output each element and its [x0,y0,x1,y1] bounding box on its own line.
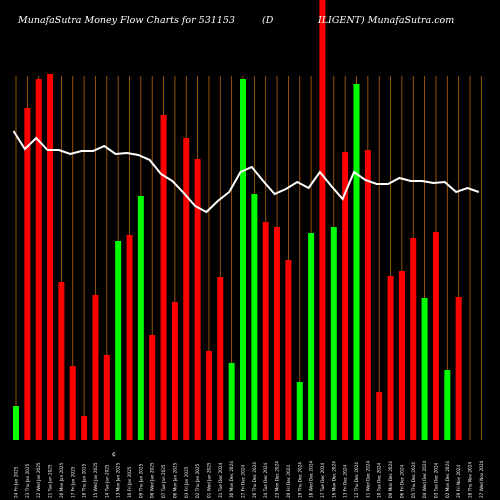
bar [217,277,224,440]
x-tick-labels: 24 Fri Jan 2025 23 Thu Jan 2025 22 Wed Jan… [14,460,484,498]
x-tick-label: 16 Mon Dec 2024 [331,461,336,498]
bar [353,84,360,440]
bar [103,355,110,440]
bar [398,271,405,440]
bar [137,196,144,440]
x-tick-label: 07 Tue Jan 2025 [161,464,166,498]
x-tick-label: 02 Thu Jan 2025 [195,463,200,498]
x-tick-label: 09 Thu Jan 2025 [138,463,143,498]
money-flow-line [12,130,480,214]
bar [274,227,281,440]
bar [262,222,269,440]
bar [308,233,315,440]
bar [387,276,394,440]
x-tick-label: 14 Tue Jan 2025 [104,464,109,498]
x-tick-label: 09 Mon Dec 2024 [388,461,393,498]
x-tick-label: 23 Mon Dec 2024 [275,461,280,498]
bar [160,115,167,440]
x-tick-label: 19 Thu Dec 2024 [297,462,302,498]
x-tick-label: 20 Fri Dec 2024 [286,465,291,498]
bar [92,295,99,440]
bar-series [13,0,462,440]
bar [330,227,337,440]
chart-title-mid: (D [262,15,274,26]
bar [13,406,19,440]
x-tick-label: 03 Fri Jan 2025 [184,466,189,498]
bar [149,335,156,440]
bar [35,79,42,440]
x-tick-label: 30 Mon Dec 2024 [229,461,234,498]
x-tick-label: 06 Mon Jan 2025 [172,462,177,498]
x-tick-label: 21 Tue Jan 2025 [48,464,53,498]
x-tick-label: 24 Fri Jan 2025 [14,466,19,498]
bar [69,366,76,440]
bar [183,138,190,440]
x-tick-label: 10 Fri Jan 2025 [127,466,132,498]
bar [342,152,349,440]
bar [58,282,65,440]
x-tick-label: 24 Tue Dec 2024 [263,462,268,498]
bar [376,392,383,440]
bar [455,297,462,440]
x-tick-label: 06 Fri Dec 2024 [399,465,404,498]
x-tick-label: 03 Tue Dec 2024 [433,462,438,498]
bar [410,238,417,440]
bar [319,0,326,440]
bar [364,150,371,440]
x-tick-label: 13 Mon Jan 2025 [116,462,121,498]
x-tick-label: 01 Wed Jan 2025 [206,462,211,498]
bar [126,235,133,440]
x-tick-label: 13 Fri Dec 2024 [343,465,348,498]
bar [444,370,451,440]
axis-mark: ¢ [112,451,116,458]
x-tick-label: 27 Wed Nov 2024 [479,460,484,498]
bar [81,416,88,440]
bar [115,241,122,440]
bar [24,108,31,440]
bar [285,260,292,440]
x-tick-label: 10 Tue Dec 2024 [377,462,382,498]
x-tick-label: 22 Wed Jan 2025 [36,462,41,498]
bar [228,363,235,440]
bar [240,79,246,440]
x-tick-label: 05 Thu Dec 2024 [411,462,416,498]
x-tick-label: 04 Wed Dec 2024 [422,460,427,498]
x-tick-label: 12 Thu Dec 2024 [354,462,359,498]
bar [194,159,201,440]
bar [432,232,439,440]
x-tick-label: 17 Fri Jan 2025 [70,466,75,498]
bar [47,74,54,440]
x-tick-label: 20 Mon Jan 2025 [59,462,64,498]
x-tick-label: 27 Fri Dec 2024 [241,465,246,498]
bar [205,351,212,440]
chart-title-right: ILIGENT) MunafaSutra.com [317,15,454,26]
x-tick-label: 08 Wed Jan 2025 [150,462,155,498]
bar [171,302,178,440]
x-tick-label: 18 Wed Dec 2024 [309,460,314,498]
x-tick-label: 31 Tue Dec 2024 [218,462,223,498]
x-tick-label: 11 Wed Dec 2024 [365,460,370,498]
x-tick-label: 02 Mon Dec 2024 [445,461,450,498]
chart-title-left: MunafaSutra Money Flow Charts for 531153 [17,15,235,26]
x-tick-label: 28 Thu Nov 2024 [468,462,473,498]
x-tick-label: 15 Wed Jan 2025 [93,462,98,498]
x-tick-label: 29 Fri Nov 2024 [456,465,461,498]
x-tick-label: 23 Thu Jan 2025 [25,463,30,498]
bar [421,298,428,440]
bar [296,382,303,440]
bar [251,194,258,440]
x-tick-label: 16 Thu Jan 2025 [82,463,87,498]
x-tick-label: 17 Tue Dec 2024 [320,462,325,498]
x-tick-label: 26 Thu Dec 2024 [252,462,257,498]
